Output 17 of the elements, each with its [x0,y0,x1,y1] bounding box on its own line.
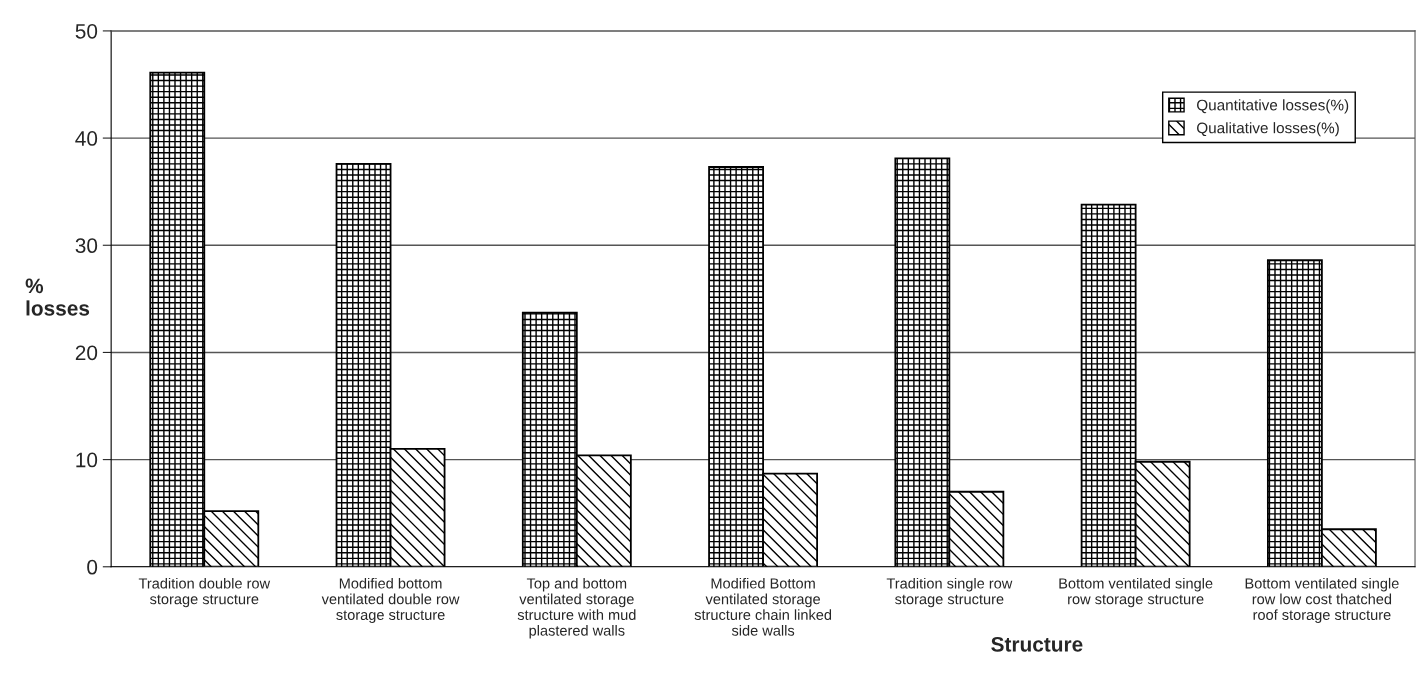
y-tick-label: 20 [75,345,98,361]
y-tick-label: 40 [75,131,98,146]
x-tick-label: Modified Bottom ventilated storage structure chain linked side walls [694,577,832,636]
y-tick-label: 10 [76,452,98,468]
legend-label: Qualitative losses(%) [1197,122,1339,137]
x-tick-label: Bottom ventilated single row storage structure [1059,577,1213,608]
x-tick-label: Tradition double row storage structure [138,577,271,608]
x-tick-label: Top and bottom ventilated storage structure with mud plastered walls [517,577,636,639]
y-axis-title: % losses [25,278,90,316]
x-tick-label: Bottom ventilated single row low cost thatched roof storage structure [1245,577,1399,623]
y-tick-label: 30 [75,238,98,254]
legend-label: Quantitative losses(%) [1197,99,1349,114]
x-tick-label: Modified bottom ventilated double row storage structure [321,577,460,623]
y-tick-label: 50 [75,23,98,39]
y-tick-label: 0 [87,559,98,575]
x-tick-label: Tradition single row storage structure [886,577,1013,608]
x-axis-title: Structure [991,636,1083,652]
